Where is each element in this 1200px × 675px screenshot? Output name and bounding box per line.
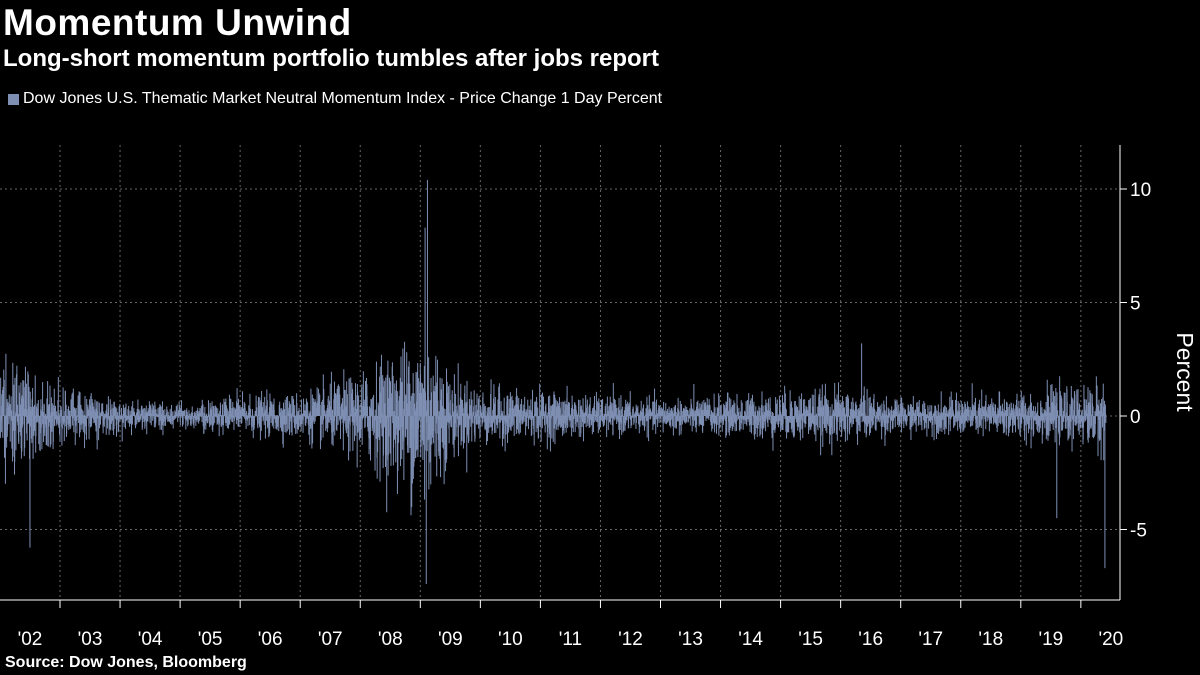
x-tick-label: '05 xyxy=(198,629,223,650)
x-tick-label: '19 xyxy=(1038,629,1063,650)
chart-title: Momentum Unwind xyxy=(3,2,352,43)
x-tick-label: '16 xyxy=(858,629,883,650)
x-tick-label: '20 xyxy=(1098,629,1123,650)
chart-subtitle: Long-short momentum portfolio tumbles af… xyxy=(3,45,659,72)
series-bars xyxy=(0,179,1107,584)
y-tick-label: -5 xyxy=(1130,521,1147,542)
source-note: Source: Dow Jones, Bloomberg xyxy=(5,654,247,671)
x-tick-label: '14 xyxy=(738,629,763,650)
x-tick-label: '17 xyxy=(918,629,943,650)
x-tick-label: '13 xyxy=(678,629,703,650)
y-tick-label: 10 xyxy=(1130,180,1151,201)
x-tick-label: '07 xyxy=(318,629,343,650)
x-tick-label: '08 xyxy=(378,629,403,650)
x-tick-label: '04 xyxy=(138,629,163,650)
x-tick-label: '12 xyxy=(618,629,643,650)
x-tick-label: '15 xyxy=(798,629,823,650)
grid xyxy=(0,145,1120,600)
x-tick-label: '09 xyxy=(438,629,463,650)
y-tick-label: 5 xyxy=(1130,294,1141,315)
y-tick-label: 0 xyxy=(1130,407,1141,428)
x-tick-label: '03 xyxy=(78,629,103,650)
axes: 10 5 0 -5 '02 '03 '04 '05 '06 '07 '08 '09 '10 '11 '12 '… xyxy=(0,145,1151,650)
legend-label: Dow Jones U.S. Thematic Market Neutral M… xyxy=(23,90,663,107)
x-tick-label: '11 xyxy=(559,629,582,650)
x-tick-label: '18 xyxy=(978,629,1003,650)
legend: Dow Jones U.S. Thematic Market Neutral M… xyxy=(8,90,662,108)
x-tick-label: '10 xyxy=(498,629,523,650)
legend-swatch xyxy=(8,93,19,105)
y-axis-label: Percent xyxy=(1172,332,1198,412)
x-tick-label: '06 xyxy=(258,629,283,650)
x-tick-label: '02 xyxy=(18,629,43,650)
